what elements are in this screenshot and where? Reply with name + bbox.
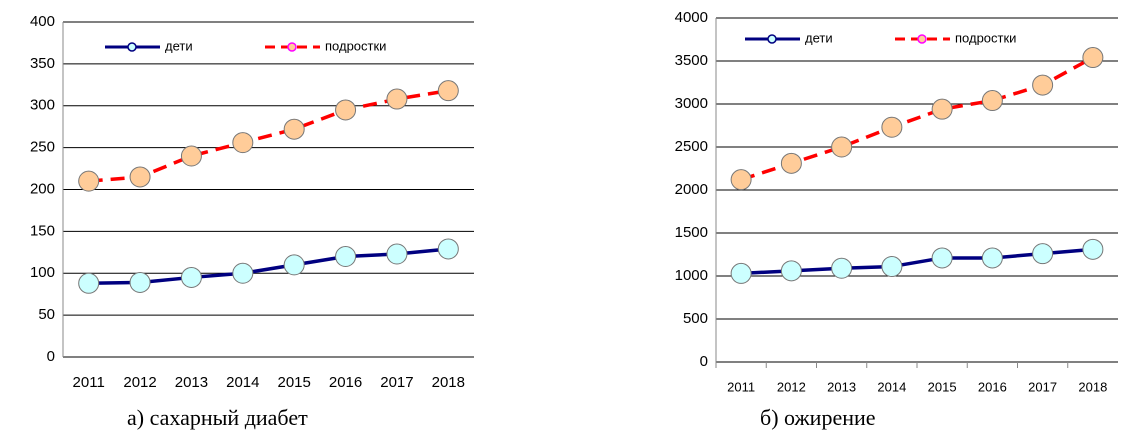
- marker: [437, 238, 459, 260]
- marker: [232, 262, 254, 284]
- marker: [931, 98, 953, 120]
- y-tick-label: 3500: [675, 52, 708, 69]
- legend-marker: [127, 42, 137, 52]
- y-tick-label: 50: [38, 306, 55, 323]
- x-tick-label: 2011: [727, 379, 755, 394]
- x-tick-label: 2013: [827, 379, 856, 394]
- marker: [386, 88, 408, 110]
- x-tick-label: 2015: [928, 379, 957, 394]
- x-tick-label: 2014: [226, 374, 259, 391]
- marker: [386, 243, 408, 265]
- y-tick-label: 1000: [675, 267, 708, 284]
- y-tick-label: 3000: [675, 95, 708, 112]
- legend-label: подростки: [955, 30, 1016, 45]
- marker: [129, 271, 151, 293]
- legend-label: подростки: [325, 38, 386, 53]
- marker: [180, 266, 202, 288]
- marker: [283, 254, 305, 276]
- legend-marker: [917, 34, 927, 44]
- legend-label: дети: [805, 30, 833, 45]
- marker: [730, 169, 752, 191]
- y-tick-label: 0: [700, 353, 708, 370]
- marker: [780, 260, 802, 282]
- y-tick-label: 4000: [675, 9, 708, 26]
- marker: [981, 90, 1003, 112]
- marker: [931, 247, 953, 269]
- marker: [780, 152, 802, 174]
- x-tick-label: 2013: [175, 374, 208, 391]
- x-tick-label: 2012: [123, 374, 156, 391]
- y-tick-label: 0: [47, 348, 55, 365]
- y-tick-label: 400: [30, 13, 55, 30]
- y-tick-label: 350: [30, 55, 55, 72]
- y-tick-label: 100: [30, 264, 55, 281]
- x-tick-label: 2012: [777, 379, 806, 394]
- y-tick-label: 500: [683, 310, 708, 327]
- marker: [78, 170, 100, 192]
- marker: [881, 256, 903, 278]
- marker: [335, 246, 357, 267]
- x-tick-label: 2015: [278, 374, 311, 391]
- marker: [180, 145, 202, 167]
- marker: [283, 118, 305, 140]
- x-tick-label: 2011: [73, 374, 105, 391]
- marker: [831, 136, 853, 158]
- marker: [730, 262, 752, 284]
- series-line: [740, 56, 1094, 182]
- x-tick-label: 2018: [1078, 379, 1107, 394]
- marker: [129, 166, 151, 188]
- marker: [335, 99, 357, 121]
- marker: [232, 132, 254, 154]
- y-tick-label: 300: [30, 97, 55, 114]
- marker: [881, 116, 903, 138]
- caption: а) сахарный диабет: [127, 405, 308, 430]
- legend-label: дети: [165, 38, 193, 53]
- y-tick-label: 2500: [675, 138, 708, 155]
- x-tick-label: 2018: [432, 374, 465, 391]
- marker: [981, 247, 1003, 269]
- x-tick-label: 2017: [380, 374, 413, 391]
- marker: [1082, 47, 1104, 69]
- x-tick-label: 2014: [877, 379, 906, 394]
- y-tick-label: 200: [30, 180, 55, 197]
- marker: [1032, 74, 1054, 96]
- y-tick-label: 2000: [675, 181, 708, 198]
- marker: [78, 272, 100, 294]
- legend-marker: [287, 42, 297, 52]
- x-tick-label: 2016: [978, 379, 1007, 394]
- legend-marker: [767, 34, 777, 44]
- y-tick-label: 250: [30, 139, 55, 156]
- marker: [1082, 238, 1104, 260]
- y-tick-label: 150: [30, 222, 55, 239]
- x-tick-label: 2017: [1028, 379, 1057, 394]
- x-tick-label: 2016: [329, 374, 362, 391]
- caption: б) ожирение: [760, 405, 876, 430]
- y-tick-label: 1500: [675, 224, 708, 241]
- marker: [831, 257, 853, 279]
- marker: [437, 80, 459, 102]
- marker: [1032, 243, 1054, 265]
